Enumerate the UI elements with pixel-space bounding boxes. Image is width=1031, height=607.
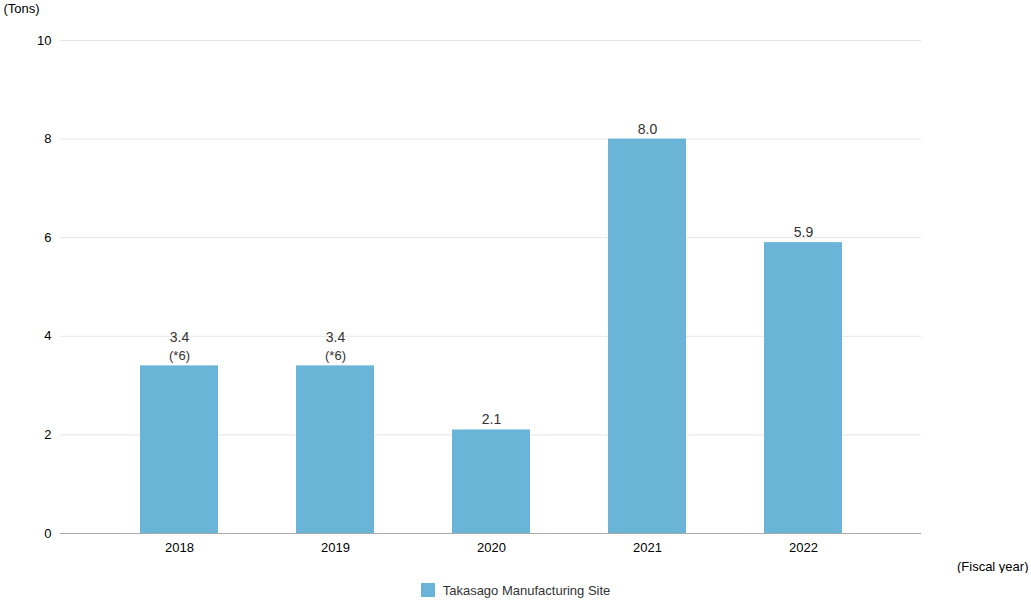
- svg-text:8.0: 8.0: [638, 121, 658, 137]
- svg-text:2022: 2022: [789, 540, 818, 555]
- svg-text:5.9: 5.9: [794, 224, 814, 240]
- svg-text:2.1: 2.1: [482, 411, 502, 427]
- svg-text:2018: 2018: [165, 540, 194, 555]
- svg-text:(*6): (*6): [325, 348, 346, 363]
- svg-text:3.4: 3.4: [326, 329, 346, 345]
- svg-text:4: 4: [44, 328, 51, 343]
- svg-text:(Tons): (Tons): [4, 1, 40, 16]
- html-text:Takasago Manufacturing Site: Takasago Manufacturing Site: [442, 582, 611, 598]
- svg-text:(Fiscal year): (Fiscal year): [957, 559, 1029, 574]
- svg-text:10: 10: [37, 33, 51, 48]
- svg-text:6: 6: [44, 230, 51, 245]
- svg-text:2: 2: [44, 427, 51, 442]
- svg-text:3.4: 3.4: [170, 329, 190, 345]
- svg-text:0: 0: [44, 526, 51, 541]
- svg-text:(*6): (*6): [169, 348, 190, 363]
- svg-text:8: 8: [44, 131, 51, 146]
- svg-text:2021: 2021: [633, 540, 662, 555]
- svg-text:2020: 2020: [477, 540, 506, 555]
- svg-text:2019: 2019: [321, 540, 350, 555]
